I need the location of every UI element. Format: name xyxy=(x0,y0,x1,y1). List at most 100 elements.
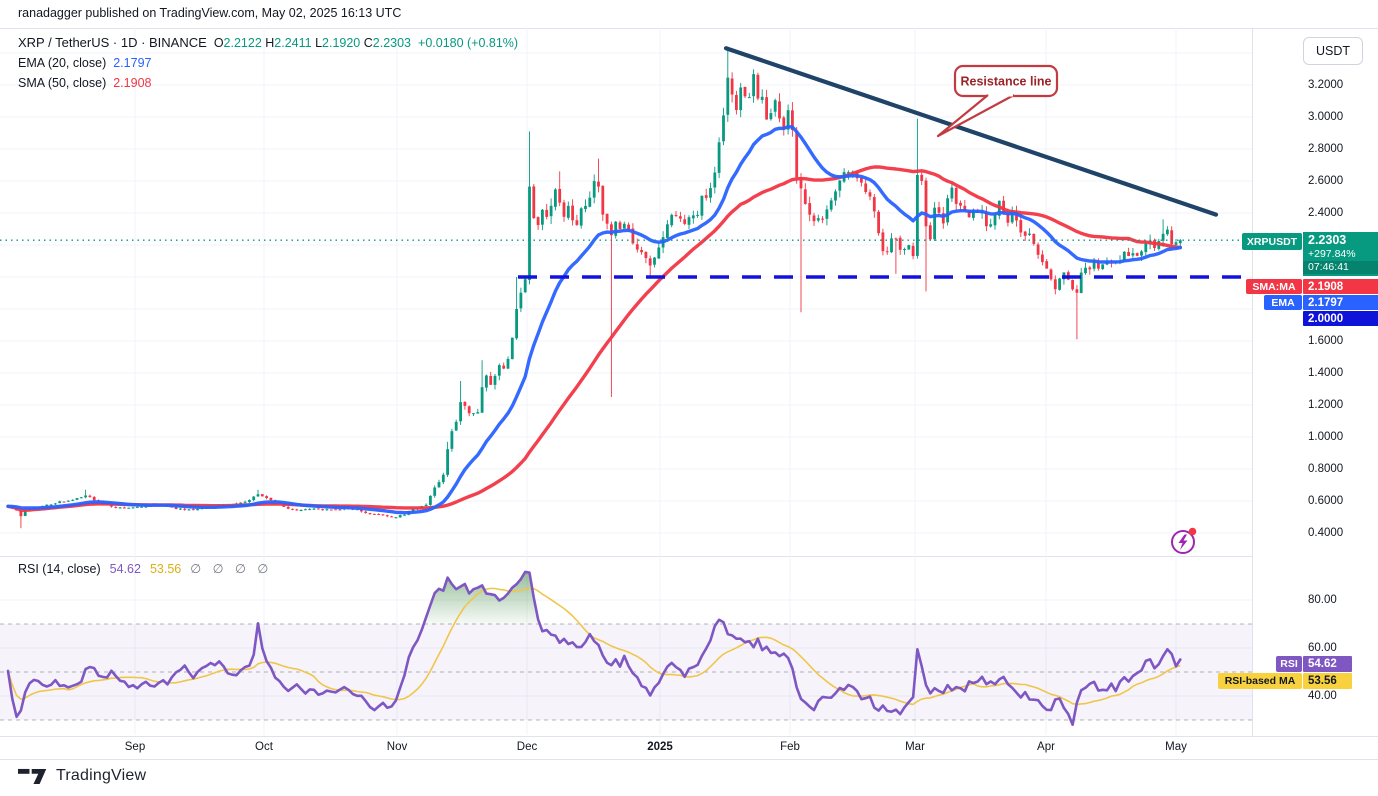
candle-body xyxy=(644,251,648,258)
candle-body xyxy=(269,497,273,501)
candle-body xyxy=(605,213,609,224)
candle-body xyxy=(1079,272,1083,293)
candle-body xyxy=(510,337,514,360)
candle-body xyxy=(312,508,316,510)
candle-body xyxy=(295,509,299,511)
rsi-legend-row[interactable]: RSI (14, close) 54.62 53.56 ∅ ∅ ∅ ∅ xyxy=(18,561,273,577)
candle-body xyxy=(368,513,372,515)
candle-body xyxy=(480,387,484,413)
candle-body xyxy=(631,228,635,244)
price-axis-label: 1.6000 xyxy=(1308,335,1344,347)
candle-body xyxy=(23,510,27,516)
candle-body xyxy=(803,189,807,204)
candle-body xyxy=(385,515,389,517)
candle-body xyxy=(687,217,691,225)
candle-body xyxy=(610,224,613,236)
candle-body xyxy=(928,225,932,240)
candle-body xyxy=(541,209,544,225)
legend-symbol-row[interactable]: XRP / TetherUS · 1D · BINANCE O2.2122 H2… xyxy=(18,33,518,53)
ema-tag[interactable]: EMA xyxy=(1264,295,1302,310)
candle-body xyxy=(424,504,428,506)
resistance-trendline[interactable] xyxy=(723,46,1219,217)
last-price-badge[interactable]: 2.2303 +297.84% 07:46:41 xyxy=(1303,232,1378,276)
price-axis-label: 1.0000 xyxy=(1308,431,1344,443)
candle-body xyxy=(829,200,833,210)
pane-separator[interactable] xyxy=(0,556,1252,557)
candle-body xyxy=(946,198,949,223)
candle-body xyxy=(429,495,432,505)
candle-body xyxy=(1045,261,1049,269)
symbol-title: XRP / TetherUS · 1D · BINANCE xyxy=(18,35,207,50)
time-axis-label: 2025 xyxy=(647,741,673,753)
rsi-overbought-fill xyxy=(426,571,539,624)
price-scale[interactable]: USDT 3.2000 3.0000 2.8000 2.6000 2.4000 1.600… xyxy=(1252,28,1378,736)
rsi-tag[interactable]: RSI xyxy=(1276,656,1302,672)
candle-body xyxy=(924,180,928,227)
candle-body xyxy=(260,494,264,497)
rsi-ma-tag[interactable]: RSI-based MA xyxy=(1218,673,1302,689)
legend-sma-row[interactable]: SMA (50, close) 2.1908 xyxy=(18,73,518,93)
rsi-pane-chart[interactable] xyxy=(0,556,1252,735)
resistance-callout[interactable]: Resistance line xyxy=(936,64,1059,138)
candle-body xyxy=(321,509,324,511)
candle-body xyxy=(834,191,837,201)
candle-body xyxy=(881,232,885,252)
candle-body xyxy=(1166,229,1169,235)
candle-body xyxy=(248,500,251,503)
price-axis-label: 0.4000 xyxy=(1308,527,1344,539)
candle-body xyxy=(592,181,596,198)
candle-body xyxy=(144,506,148,508)
candle-body xyxy=(515,309,518,339)
price-axis-label: 3.0000 xyxy=(1308,111,1344,123)
candle-body xyxy=(54,503,57,505)
candle-body xyxy=(601,185,605,215)
sma-tag[interactable]: SMA:MA xyxy=(1246,279,1302,294)
candle-body xyxy=(1161,233,1165,241)
candle-body xyxy=(286,506,290,509)
candle-body xyxy=(967,210,971,218)
candle-body xyxy=(648,258,652,266)
candle-body xyxy=(885,251,889,253)
rsi-line[interactable] xyxy=(6,570,1182,727)
candle-body xyxy=(62,501,66,503)
price-pane-candlestick-chart[interactable]: Resistance line xyxy=(0,28,1252,556)
candle-body xyxy=(963,205,967,211)
candle-body xyxy=(679,216,682,219)
candle-body xyxy=(459,402,462,422)
candle-body xyxy=(123,507,126,509)
candle-body xyxy=(183,508,187,510)
legend-ema-row[interactable]: EMA (20, close) 2.1797 xyxy=(18,53,518,73)
rsi-empty-values: ∅ ∅ ∅ ∅ xyxy=(190,562,273,576)
candle-body xyxy=(812,215,816,222)
candle-body xyxy=(622,223,626,229)
spark-icon[interactable] xyxy=(1171,527,1197,554)
ema-value: 2.1797 xyxy=(113,56,152,70)
time-scale[interactable]: Sep Oct Nov Dec 2025 Feb Mar Apr May xyxy=(0,736,1378,760)
candle-body xyxy=(88,495,92,497)
candle-body xyxy=(364,511,368,513)
candle-body xyxy=(989,224,993,227)
candle-body xyxy=(562,202,566,217)
rsi-ma-line[interactable] xyxy=(7,587,1181,706)
sma-50-line[interactable] xyxy=(6,165,1183,512)
symbol-price-tag[interactable]: XRPUSDT xyxy=(1242,233,1302,250)
candle-body xyxy=(864,183,868,192)
candle-body xyxy=(579,208,583,226)
candle-body xyxy=(868,192,872,197)
candle-body xyxy=(872,197,876,212)
candle-body xyxy=(821,218,824,220)
candle-body xyxy=(614,221,618,236)
candle-body xyxy=(907,245,911,250)
rsi-legend-value: 54.62 xyxy=(109,561,141,576)
sma-value: 2.1908 xyxy=(113,76,152,90)
tradingview-logo-icon xyxy=(18,768,47,784)
candle-body xyxy=(394,517,398,519)
candle-body xyxy=(769,113,773,120)
candle-body xyxy=(497,365,501,376)
candle-body xyxy=(476,412,480,414)
candle-body xyxy=(691,215,695,219)
currency-toggle-button[interactable]: USDT xyxy=(1303,37,1363,65)
candle-body xyxy=(131,507,135,509)
price-axis-label: 3.2000 xyxy=(1308,79,1344,91)
tradingview-watermark[interactable]: TradingView xyxy=(18,765,146,787)
